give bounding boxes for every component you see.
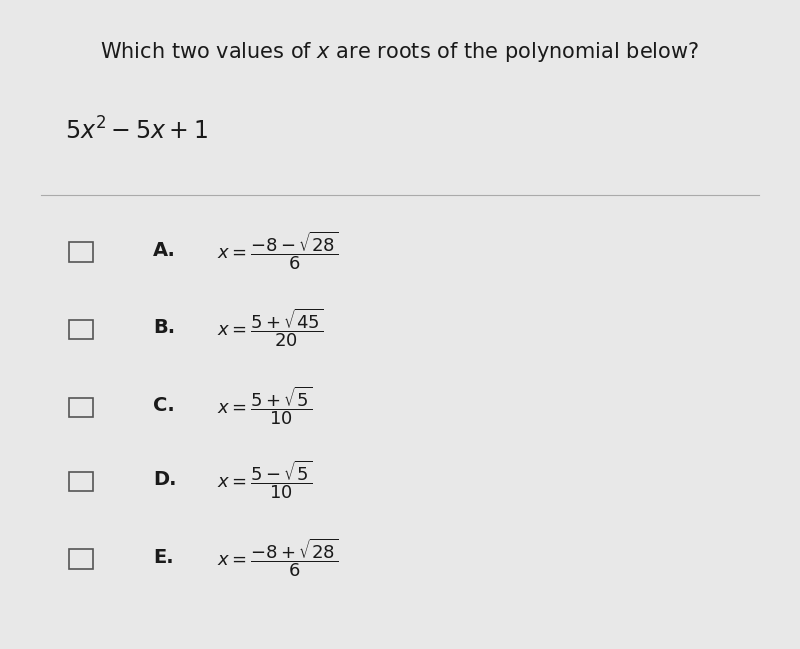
Text: C.: C. xyxy=(153,396,174,415)
Text: $x = \dfrac{-8 - \sqrt{28}}{6}$: $x = \dfrac{-8 - \sqrt{28}}{6}$ xyxy=(217,229,338,271)
Text: A.: A. xyxy=(153,241,176,260)
Text: $x = \dfrac{5 - \sqrt{5}}{10}$: $x = \dfrac{5 - \sqrt{5}}{10}$ xyxy=(217,458,312,501)
Text: $x = \dfrac{-8 + \sqrt{28}}{6}$: $x = \dfrac{-8 + \sqrt{28}}{6}$ xyxy=(217,536,338,578)
Text: $x = \dfrac{5 + \sqrt{5}}{10}$: $x = \dfrac{5 + \sqrt{5}}{10}$ xyxy=(217,384,312,426)
Text: $x = \dfrac{5 + \sqrt{45}}{20}$: $x = \dfrac{5 + \sqrt{45}}{20}$ xyxy=(217,306,323,349)
Text: B.: B. xyxy=(153,318,175,337)
Text: $5x^2 - 5x + 1$: $5x^2 - 5x + 1$ xyxy=(65,117,208,145)
Text: E.: E. xyxy=(153,548,174,567)
Text: D.: D. xyxy=(153,470,176,489)
Text: Which two values of $x$ are roots of the polynomial below?: Which two values of $x$ are roots of the… xyxy=(101,40,699,64)
